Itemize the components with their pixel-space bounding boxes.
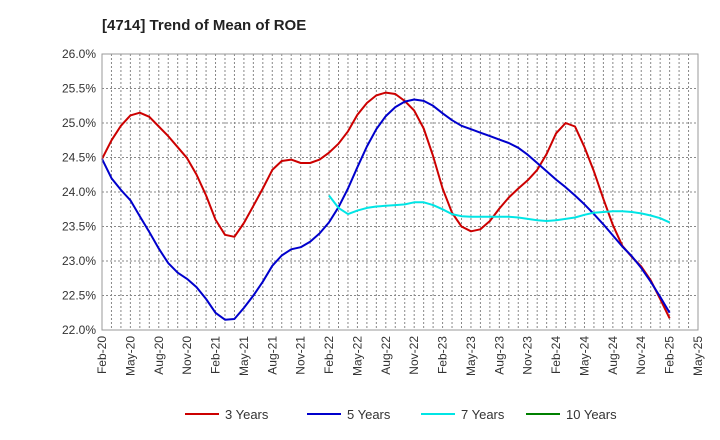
chart-title: [4714] Trend of Mean of ROE [102, 17, 306, 34]
y-tick-label: 25.0% [62, 116, 96, 130]
x-tick-label: May-24 [577, 336, 591, 376]
legend-label-5-years: 5 Years [347, 407, 391, 422]
x-tick-label: Feb-23 [436, 336, 450, 374]
grid [102, 53, 698, 331]
x-tick-label: Nov-23 [521, 336, 535, 375]
x-tick-label: Nov-24 [634, 336, 648, 375]
x-tick-label: May-20 [123, 336, 137, 376]
x-tick-label: May-22 [350, 336, 364, 376]
x-tick-label: Aug-21 [265, 336, 279, 375]
y-tick-label: 23.0% [62, 254, 96, 268]
x-tick-label: Feb-24 [549, 336, 563, 374]
x-tick-label: Aug-23 [492, 336, 506, 375]
x-tick-label: Nov-21 [294, 336, 308, 375]
series-line-5-years [101, 98, 671, 321]
x-axis-ticks: Feb-20 May-20 Aug-20 Nov-20 Feb-21 May-21 Aug-… [95, 336, 705, 376]
x-tick-label: May-23 [464, 336, 478, 376]
x-tick-label: Feb-20 [95, 336, 109, 374]
legend-label-10-years: 10 Years [566, 407, 617, 422]
x-tick-label: Feb-22 [322, 336, 336, 374]
x-tick-label: Nov-22 [407, 336, 421, 375]
y-tick-label: 22.5% [62, 289, 96, 303]
plot-frame [101, 53, 699, 331]
x-tick-label: Nov-20 [180, 336, 194, 375]
x-tick-label: Aug-20 [152, 336, 166, 375]
legend: 3 Years 5 Years 7 Years 10 Years [185, 407, 617, 422]
series-lines [101, 91, 671, 321]
x-tick-label: May-21 [237, 336, 251, 376]
legend-label-7-years: 7 Years [461, 407, 505, 422]
y-tick-label: 24.5% [62, 151, 96, 165]
y-tick-label: 22.0% [62, 323, 96, 337]
series-line-3-years [101, 91, 671, 319]
y-tick-label: 25.5% [62, 82, 96, 96]
series-line-7-years [328, 194, 671, 224]
y-tick-label: 24.0% [62, 185, 96, 199]
x-tick-label: Aug-24 [606, 336, 620, 375]
y-tick-label: 26.0% [62, 47, 96, 61]
y-axis-ticks: 22.0% 22.5% 23.0% 23.5% 24.0% 24.5% 25.0% 25.5%… [62, 47, 96, 337]
x-tick-label: May-25 [691, 336, 705, 376]
legend-label-3-years: 3 Years [225, 407, 269, 422]
x-tick-label: Feb-21 [209, 336, 223, 374]
y-tick-label: 23.5% [62, 220, 96, 234]
x-tick-label: Feb-25 [663, 336, 677, 374]
x-tick-label: Aug-22 [379, 336, 393, 375]
